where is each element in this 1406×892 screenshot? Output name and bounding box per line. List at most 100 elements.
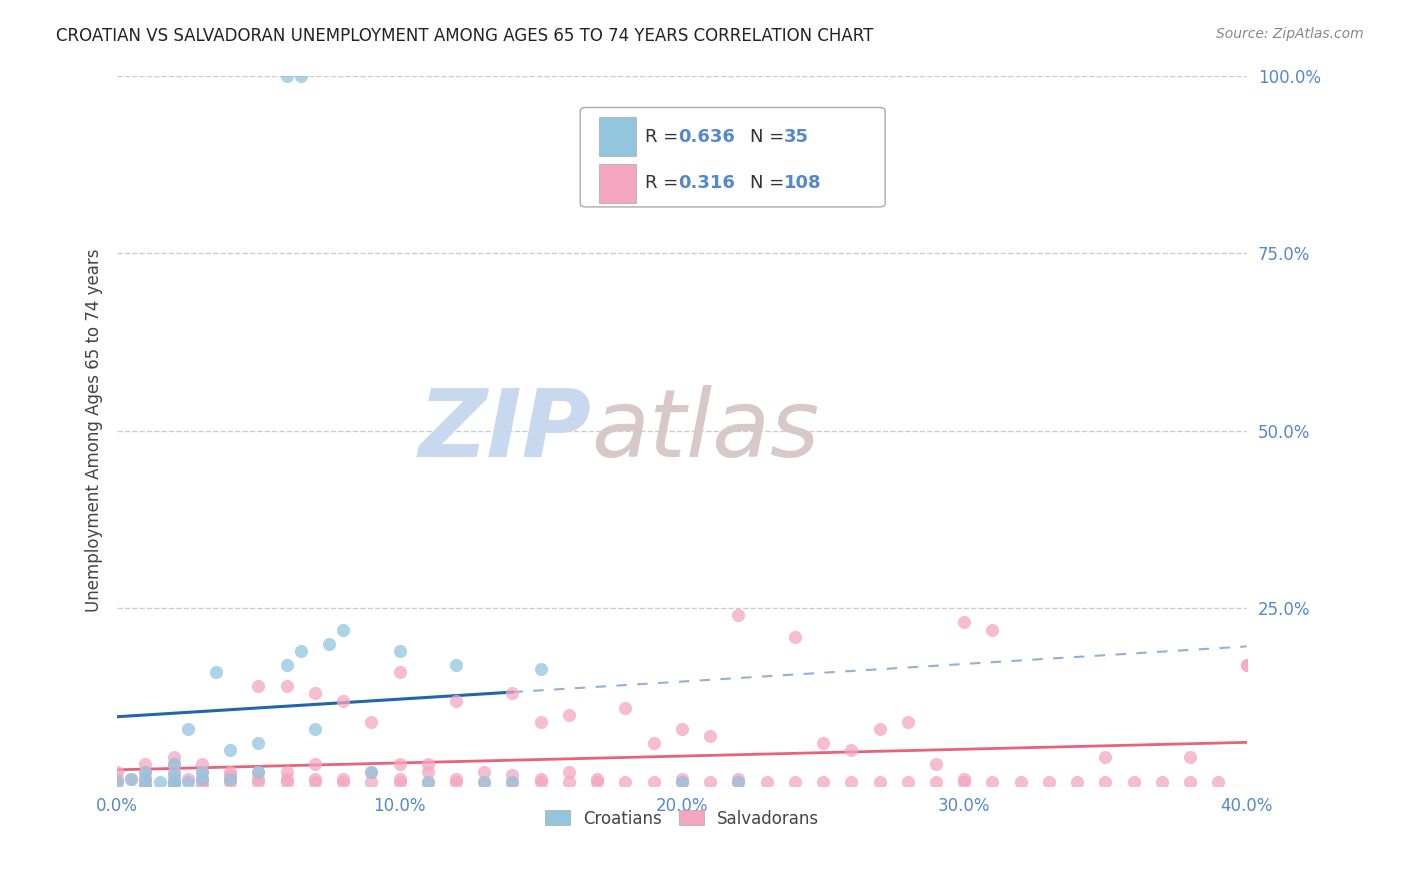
Point — [134, 757, 156, 772]
Text: N =: N = — [749, 128, 790, 146]
Point — [134, 772, 156, 786]
Point — [558, 764, 581, 779]
Point — [219, 775, 242, 789]
Point — [981, 623, 1004, 637]
Point — [304, 772, 326, 786]
Point — [332, 772, 354, 786]
Point — [163, 764, 186, 779]
Point — [219, 772, 242, 786]
Legend: Croatians, Salvadorans: Croatians, Salvadorans — [538, 803, 825, 834]
Point — [276, 772, 298, 786]
Point — [416, 775, 439, 789]
Text: atlas: atlas — [592, 385, 820, 476]
Point — [105, 775, 128, 789]
Point — [163, 772, 186, 786]
Point — [1236, 658, 1258, 673]
Point — [586, 775, 609, 789]
Point — [416, 775, 439, 789]
Point — [727, 775, 749, 789]
Point — [163, 757, 186, 772]
Point — [416, 757, 439, 772]
Point — [388, 644, 411, 658]
Point — [276, 764, 298, 779]
Point — [783, 775, 806, 789]
Point — [530, 714, 553, 729]
Text: N =: N = — [749, 174, 790, 192]
Point — [134, 764, 156, 779]
Point — [120, 772, 142, 786]
Point — [304, 757, 326, 772]
Point — [247, 679, 270, 693]
Point — [501, 686, 523, 700]
Point — [727, 775, 749, 789]
Point — [290, 69, 312, 83]
Point — [290, 644, 312, 658]
Point — [247, 736, 270, 750]
Point — [953, 772, 976, 786]
Point — [671, 775, 693, 789]
Text: 108: 108 — [783, 174, 821, 192]
Point — [501, 775, 523, 789]
Point — [953, 775, 976, 789]
Point — [614, 775, 637, 789]
Point — [1094, 750, 1116, 764]
Point — [981, 775, 1004, 789]
Point — [219, 764, 242, 779]
Point — [671, 772, 693, 786]
Point — [416, 764, 439, 779]
Point — [501, 775, 523, 789]
Point — [247, 764, 270, 779]
Point — [163, 779, 186, 793]
Point — [811, 775, 834, 789]
Point — [1178, 750, 1201, 764]
Point — [360, 764, 382, 779]
Point — [558, 775, 581, 789]
Point — [219, 743, 242, 757]
Point — [839, 775, 862, 789]
Text: CROATIAN VS SALVADORAN UNEMPLOYMENT AMONG AGES 65 TO 74 YEARS CORRELATION CHART: CROATIAN VS SALVADORAN UNEMPLOYMENT AMON… — [56, 27, 873, 45]
Point — [163, 775, 186, 789]
Point — [276, 775, 298, 789]
Point — [671, 722, 693, 736]
Point — [219, 772, 242, 786]
Point — [811, 736, 834, 750]
Point — [388, 665, 411, 680]
Point — [247, 775, 270, 789]
Point — [643, 775, 665, 789]
Text: ZIP: ZIP — [419, 384, 592, 476]
Point — [727, 608, 749, 623]
Point — [1122, 775, 1144, 789]
Point — [105, 772, 128, 786]
Point — [1150, 775, 1173, 789]
Point — [671, 775, 693, 789]
Point — [276, 69, 298, 83]
Point — [191, 764, 214, 779]
Point — [1094, 775, 1116, 789]
Point — [699, 775, 721, 789]
Point — [318, 637, 340, 651]
Point — [643, 736, 665, 750]
Point — [839, 743, 862, 757]
Point — [388, 775, 411, 789]
Text: 0.636: 0.636 — [679, 128, 735, 146]
Point — [134, 779, 156, 793]
Point — [897, 714, 920, 729]
Point — [925, 775, 948, 789]
Point — [304, 722, 326, 736]
Point — [191, 764, 214, 779]
Point — [191, 775, 214, 789]
Point — [205, 665, 228, 680]
Point — [134, 772, 156, 786]
Point — [897, 775, 920, 789]
Text: Source: ZipAtlas.com: Source: ZipAtlas.com — [1216, 27, 1364, 41]
Point — [444, 693, 467, 707]
Point — [530, 662, 553, 676]
Point — [1208, 775, 1230, 789]
Point — [105, 775, 128, 789]
Point — [332, 623, 354, 637]
Point — [388, 772, 411, 786]
Point — [388, 757, 411, 772]
Text: 35: 35 — [783, 128, 808, 146]
Point — [276, 679, 298, 693]
Point — [925, 757, 948, 772]
